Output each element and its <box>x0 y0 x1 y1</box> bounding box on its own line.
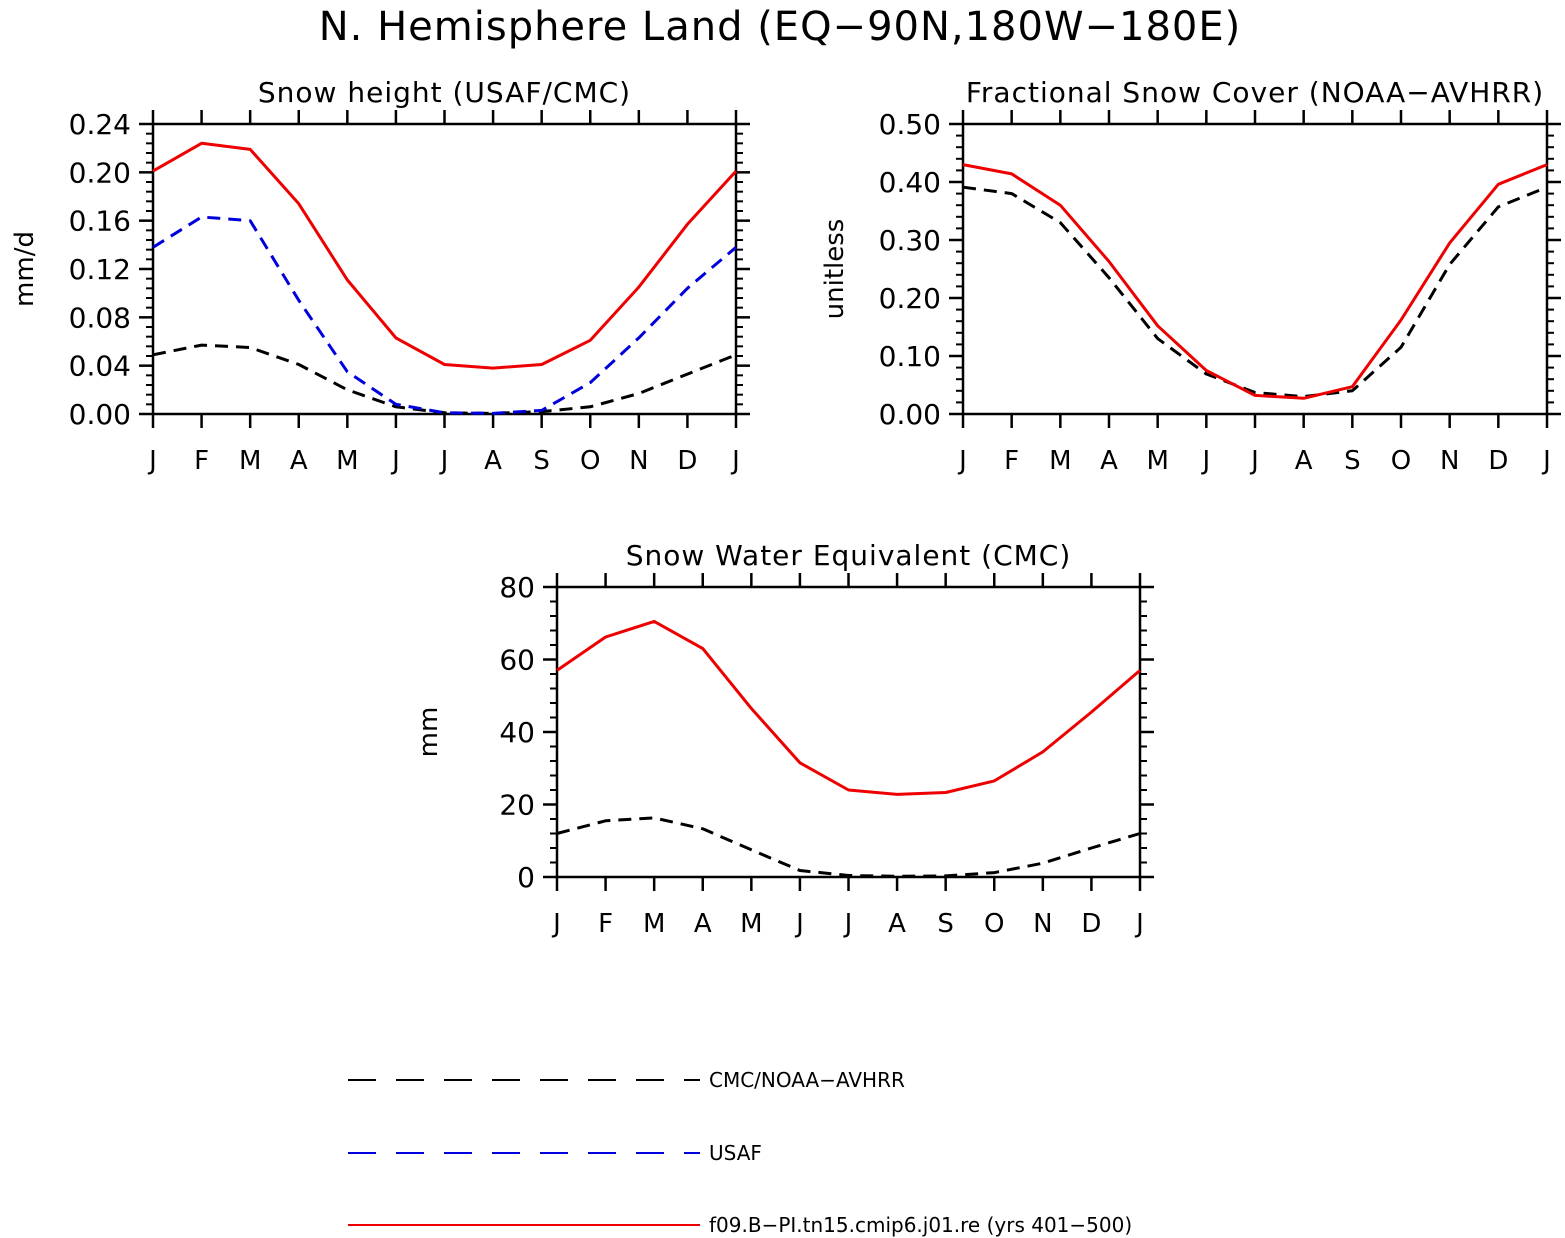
x-tick-label: S <box>533 446 550 476</box>
x-tick-label: A <box>888 909 906 939</box>
y-tick-label: 0.10 <box>879 340 941 373</box>
x-tick-label: J <box>843 909 853 939</box>
x-tick-label: A <box>1295 446 1313 476</box>
y-tick-label: 60 <box>499 644 535 677</box>
x-tick-label: M <box>740 909 762 939</box>
x-tick-label: M <box>643 909 665 939</box>
x-tick-label: J <box>147 446 157 476</box>
y-tick-label: 0.40 <box>879 166 941 199</box>
figure-title: N. Hemisphere Land (EQ−90N,180W−180E) <box>319 4 1242 50</box>
panel-title: Snow height (USAF/CMC) <box>258 76 631 109</box>
y-tick-label: 40 <box>499 716 535 749</box>
x-tick-label: J <box>551 909 561 939</box>
x-tick-label: J <box>1200 446 1210 476</box>
x-tick-label: A <box>290 446 308 476</box>
y-tick-label: 0.20 <box>879 282 941 315</box>
series-line <box>962 163 1548 400</box>
y-axis-label: mm <box>414 707 444 758</box>
y-tick-label: 0.12 <box>69 253 131 286</box>
x-tick-label: N <box>1440 446 1459 476</box>
y-tick-label: 0.04 <box>69 350 131 383</box>
series-line <box>152 215 737 415</box>
x-tick-label: S <box>937 909 954 939</box>
x-tick-label: O <box>1391 446 1411 476</box>
x-tick-label: J <box>439 446 449 476</box>
plot-frame <box>961 122 1549 416</box>
x-tick-label: J <box>794 909 804 939</box>
x-tick-label: A <box>484 446 502 476</box>
series-line <box>556 619 1141 796</box>
y-tick-label: 0.30 <box>879 224 941 257</box>
y-tick-label: 0.50 <box>879 108 941 141</box>
y-tick-label: 0.08 <box>69 301 131 334</box>
panel-2: Fractional Snow Cover (NOAA−AVHRR) unitle… <box>820 76 1561 476</box>
x-tick-label: N <box>629 446 648 476</box>
y-tick-label: 20 <box>499 789 535 822</box>
plot-frame <box>555 585 1142 879</box>
series-line <box>152 141 738 370</box>
x-tick-label: J <box>390 446 400 476</box>
y-tick-label: 0.00 <box>879 398 941 431</box>
y-axis-label: unitless <box>820 219 850 320</box>
x-tick-label: F <box>1004 446 1019 476</box>
x-tick-label: J <box>1541 446 1551 476</box>
x-tick-label: D <box>677 446 697 476</box>
x-tick-label: J <box>1134 909 1144 939</box>
series-line <box>152 343 737 415</box>
x-tick-label: J <box>957 446 967 476</box>
x-tick-label: O <box>984 909 1004 939</box>
y-tick-label: 0.20 <box>69 156 131 189</box>
y-tick-label: 0 <box>517 861 535 894</box>
x-tick-label: M <box>336 446 358 476</box>
y-tick-label: 80 <box>499 571 535 604</box>
x-tick-label: F <box>194 446 209 476</box>
panel-1: Snow height (USAF/CMC) mm/d 0.00 0.04 0.08 0.… <box>10 76 750 476</box>
x-tick-label: M <box>1049 446 1071 476</box>
plot-frame <box>151 122 738 416</box>
legend-label: CMC/NOAA−AVHRR <box>709 1068 905 1092</box>
y-axis-label: mm/d <box>10 231 40 307</box>
x-tick-label: J <box>730 446 740 476</box>
y-tick-label: 0.24 <box>69 108 131 141</box>
x-tick-label: J <box>1249 446 1259 476</box>
x-tick-label: M <box>1146 446 1168 476</box>
x-tick-label: O <box>580 446 600 476</box>
panel-title: Snow Water Equivalent (CMC) <box>626 539 1072 572</box>
series-line <box>962 185 1548 399</box>
x-tick-label: D <box>1488 446 1508 476</box>
x-tick-label: A <box>1100 446 1118 476</box>
x-tick-label: M <box>239 446 261 476</box>
x-tick-label: A <box>694 909 712 939</box>
x-tick-label: F <box>598 909 613 939</box>
x-tick-label: N <box>1033 909 1052 939</box>
x-tick-label: S <box>1344 446 1361 476</box>
legend-label: f09.B−PI.tn15.cmip6.j01.re (yrs 401−500) <box>709 1213 1132 1237</box>
y-tick-label: 0.00 <box>69 398 131 431</box>
legend: CMC/NOAA−AVHRR USAF f09.B−PI.tn15.cmip6.j0… <box>348 1068 1132 1237</box>
legend-label: USAF <box>709 1141 762 1165</box>
y-tick-label: 0.16 <box>69 205 131 238</box>
panel-title: Fractional Snow Cover (NOAA−AVHRR) <box>966 76 1544 109</box>
series-line <box>556 816 1141 878</box>
panels: Snow height (USAF/CMC) mm/d 0.00 0.04 0.08 0.… <box>10 76 1561 939</box>
x-tick-label: D <box>1081 909 1101 939</box>
panel-3: Snow Water Equivalent (CMC) mm 0 20 40 60 80 J F… <box>414 539 1154 939</box>
